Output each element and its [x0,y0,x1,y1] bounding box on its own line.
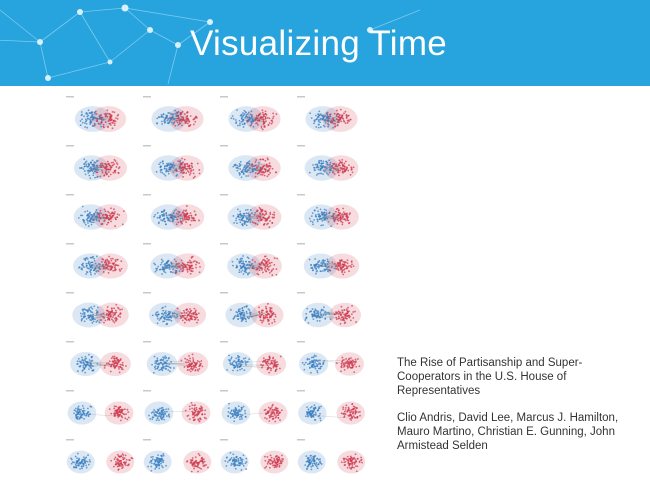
network-graph-icon [143,439,212,474]
congress-network-panel [293,387,370,436]
congress-network-panel [139,436,216,485]
network-graph-icon [297,390,365,425]
network-graph-icon [220,194,282,230]
title-banner: Visualizing Time [0,0,650,86]
congress-network-panel [62,289,139,338]
network-graph-icon [143,390,211,425]
network-graph-icon [143,292,207,328]
congress-network-panel [293,436,370,485]
congress-network-panel [139,93,216,142]
network-graph-icon [297,96,358,132]
congress-network-panel [293,240,370,289]
network-visualization-grid [62,93,370,483]
congress-network-panel [139,240,216,289]
congress-network-panel [62,436,139,485]
congress-network-panel [216,436,293,485]
network-graph-icon [143,145,204,181]
network-graph-icon [220,96,281,132]
network-graph-icon [297,194,359,230]
network-graph-icon [220,243,282,279]
network-graph-icon [143,341,209,377]
congress-network-panel [293,142,370,191]
network-graph-icon [66,439,135,474]
congress-network-panel [139,338,216,387]
network-graph-icon [220,439,289,474]
congress-network-panel [293,191,370,240]
congress-network-panel [62,93,139,142]
congress-network-panel [139,387,216,436]
congress-network-panel [139,142,216,191]
congress-network-panel [216,338,293,387]
network-graph-icon [220,390,288,425]
network-graph-icon [297,341,365,376]
congress-network-panel [216,240,293,289]
network-graph-icon [143,96,204,132]
congress-network-panel [293,338,370,387]
congress-network-panel [62,191,139,240]
network-graph-icon [297,292,361,328]
slide-title: Visualizing Time [190,24,448,63]
congress-network-panel [216,191,293,240]
congress-network-panel [216,387,293,436]
congress-network-panel [216,93,293,142]
network-graph-icon [220,341,287,376]
paper-authors: Clio Andris, David Lee, Marcus J. Hamilt… [397,412,619,452]
network-graph-icon [66,145,127,181]
network-graph-icon [66,341,131,377]
network-graph-icon [297,145,359,181]
network-graph-icon [143,243,205,279]
congress-network-panel [293,93,370,142]
paper-caption: The Rise of Partisanship and Super-Coope… [397,356,637,453]
congress-network-panel [139,191,216,240]
congress-network-panel [62,338,139,387]
congress-network-panel [62,142,139,191]
network-graph-icon [66,390,134,425]
congress-network-panel [216,142,293,191]
congress-network-panel [139,289,216,338]
congress-network-panel [62,387,139,436]
network-decoration-icon [0,4,421,85]
network-graph-icon [220,145,281,181]
congress-network-panel [293,289,370,338]
network-graph-icon [66,194,128,230]
network-graph-icon [220,292,284,328]
congress-network-panel [216,289,293,338]
congress-network-panel [62,240,139,289]
network-graph-icon [143,194,205,230]
paper-title: The Rise of Partisanship and Super-Coope… [397,357,583,397]
network-graph-icon [66,243,128,279]
network-graph-icon [297,243,360,279]
network-graph-icon [66,292,129,328]
network-graph-icon [66,96,127,132]
network-graph-icon [297,439,366,474]
